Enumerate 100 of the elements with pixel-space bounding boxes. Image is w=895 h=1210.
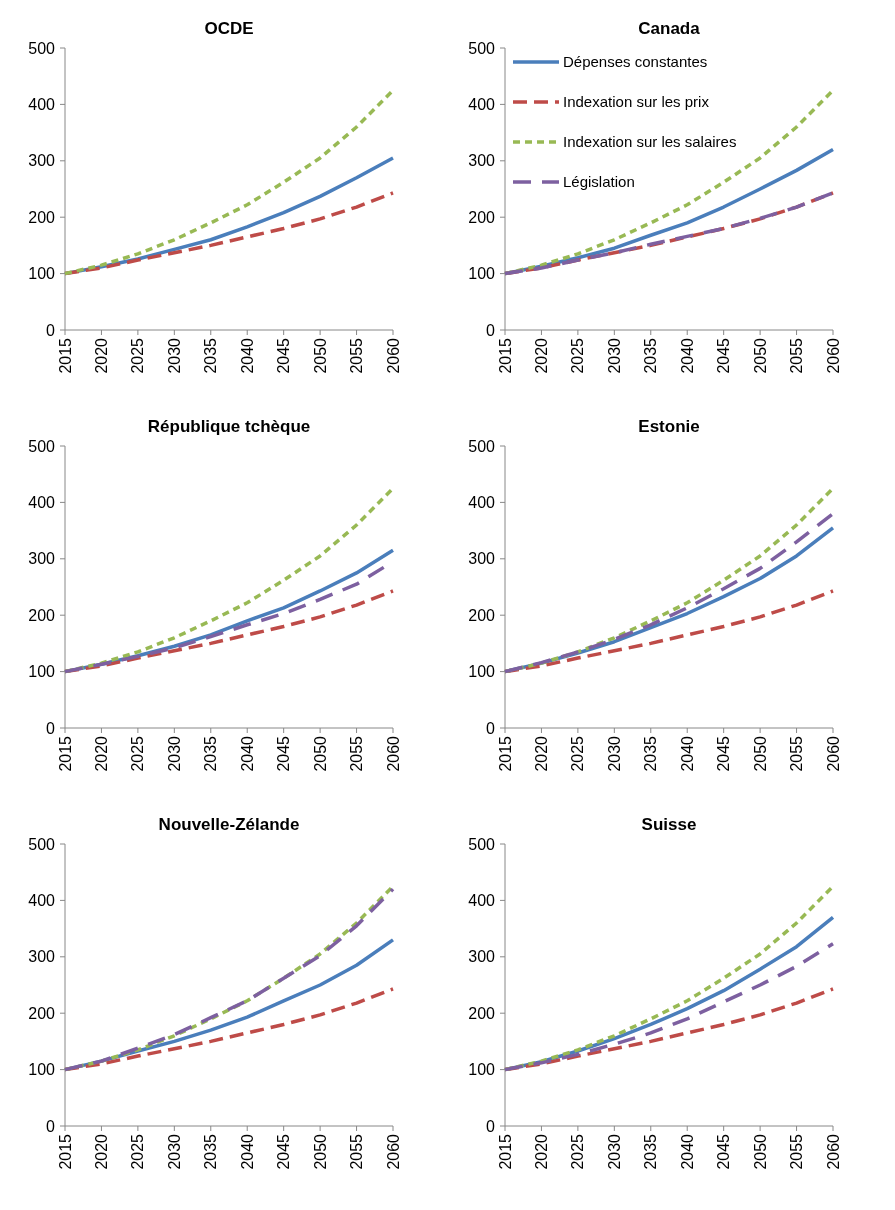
x-tick-label: 2055: [788, 1133, 806, 1170]
x-tick-label: 2055: [348, 337, 366, 374]
y-tick-label: 200: [28, 1004, 56, 1022]
x-tick-label: 2050: [311, 735, 329, 772]
y-tick-label: 400: [468, 96, 496, 113]
y-tick-label: 500: [28, 835, 56, 853]
x-tick-label: 2060: [384, 337, 402, 374]
line-series: [503, 191, 835, 276]
x-tick-label: 2050: [311, 1133, 329, 1170]
y-tick-label: 500: [28, 39, 56, 57]
x-tick-label: 2020: [93, 735, 111, 772]
y-tick-label: 400: [468, 494, 496, 511]
line-series: [63, 88, 395, 276]
x-tick-label: 2040: [238, 1133, 256, 1170]
y-tick-label: 300: [468, 152, 496, 170]
x-tick-label: 2020: [533, 1133, 551, 1170]
x-tick-label: 2055: [348, 735, 366, 772]
y-tick-label: 500: [468, 437, 496, 455]
x-tick-label: 2050: [751, 337, 769, 374]
x-tick-label: 2025: [569, 337, 587, 374]
x-tick-label: 2045: [275, 1133, 293, 1170]
line-series: [503, 942, 835, 1072]
y-tick-label: 0: [46, 1117, 56, 1135]
x-tick-label: 2025: [129, 1133, 147, 1170]
x-tick-label: 2045: [275, 337, 293, 374]
x-tick-label: 2025: [129, 735, 147, 772]
x-tick-label: 2025: [569, 1133, 587, 1170]
x-tick-label: 2035: [642, 1133, 660, 1170]
x-tick-label: 2030: [605, 1133, 623, 1170]
y-tick-label: 200: [468, 1004, 496, 1022]
y-tick-label: 200: [468, 606, 496, 624]
legend-label: Indexation sur les salaires: [563, 133, 737, 151]
y-tick-label: 500: [468, 39, 496, 57]
x-tick-label: 2055: [788, 735, 806, 772]
x-tick-label: 2040: [238, 337, 256, 374]
x-tick-label: 2060: [824, 337, 842, 374]
y-tick-label: 100: [468, 663, 496, 681]
x-tick-label: 2020: [533, 337, 551, 374]
x-tick-label: 2035: [642, 735, 660, 772]
y-tick-label: 400: [28, 96, 56, 113]
x-tick-label: 2045: [275, 735, 293, 772]
x-tick-label: 2035: [202, 735, 220, 772]
x-tick-label: 2045: [715, 735, 733, 772]
chart-title: Suisse: [641, 815, 697, 834]
x-tick-label: 2020: [93, 1133, 111, 1170]
x-tick-label: 2015: [496, 735, 514, 772]
x-tick-label: 2015: [56, 735, 74, 772]
y-tick-label: 300: [468, 550, 496, 568]
x-tick-label: 2020: [533, 735, 551, 772]
x-tick-label: 2055: [788, 337, 806, 374]
y-tick-label: 500: [468, 835, 496, 853]
y-tick-label: 300: [468, 948, 496, 966]
x-tick-label: 2060: [384, 1133, 402, 1170]
x-tick-label: 2015: [56, 337, 74, 374]
x-tick-label: 2045: [715, 1133, 733, 1170]
y-tick-label: 200: [468, 208, 496, 226]
x-tick-label: 2030: [165, 735, 183, 772]
x-tick-label: 2040: [238, 735, 256, 772]
x-tick-label: 2040: [678, 337, 696, 374]
x-tick-label: 2030: [605, 735, 623, 772]
y-tick-label: 0: [46, 321, 56, 339]
x-tick-label: 2050: [311, 337, 329, 374]
y-tick-label: 400: [28, 892, 56, 909]
x-tick-label: 2045: [715, 337, 733, 374]
legend-label: Législation: [563, 173, 635, 191]
y-tick-label: 0: [486, 321, 496, 339]
y-tick-label: 100: [468, 265, 496, 283]
x-tick-label: 2015: [496, 337, 514, 374]
chart-title: OCDE: [204, 19, 254, 38]
x-tick-label: 2025: [569, 735, 587, 772]
chart-title: Canada: [638, 19, 701, 38]
x-tick-label: 2030: [165, 337, 183, 374]
y-tick-label: 400: [28, 494, 56, 511]
chart-title: République tchèque: [147, 417, 311, 436]
y-tick-label: 300: [28, 152, 56, 170]
y-tick-label: 100: [468, 1061, 496, 1079]
chart-title: Estonie: [638, 417, 700, 436]
x-tick-label: 2025: [129, 337, 147, 374]
y-tick-label: 0: [46, 719, 56, 737]
x-tick-label: 2040: [678, 735, 696, 772]
x-tick-label: 2060: [824, 1133, 842, 1170]
y-tick-label: 200: [28, 606, 56, 624]
chart-title: Nouvelle-Zélande: [158, 815, 300, 834]
x-tick-label: 2015: [56, 1133, 74, 1170]
x-tick-label: 2020: [93, 337, 111, 374]
y-tick-label: 500: [28, 437, 56, 455]
y-tick-label: 0: [486, 719, 496, 737]
legend-label: Indexation sur les prix: [563, 93, 710, 111]
y-tick-label: 300: [28, 550, 56, 568]
y-tick-label: 300: [28, 948, 56, 966]
x-tick-label: 2050: [751, 1133, 769, 1170]
y-tick-label: 400: [468, 892, 496, 909]
x-tick-label: 2040: [678, 1133, 696, 1170]
x-tick-label: 2055: [348, 1133, 366, 1170]
x-tick-label: 2035: [202, 1133, 220, 1170]
y-tick-label: 100: [28, 1061, 56, 1079]
x-tick-label: 2035: [202, 337, 220, 374]
y-tick-label: 0: [486, 1117, 496, 1135]
y-tick-label: 200: [28, 208, 56, 226]
y-tick-label: 100: [28, 663, 56, 681]
